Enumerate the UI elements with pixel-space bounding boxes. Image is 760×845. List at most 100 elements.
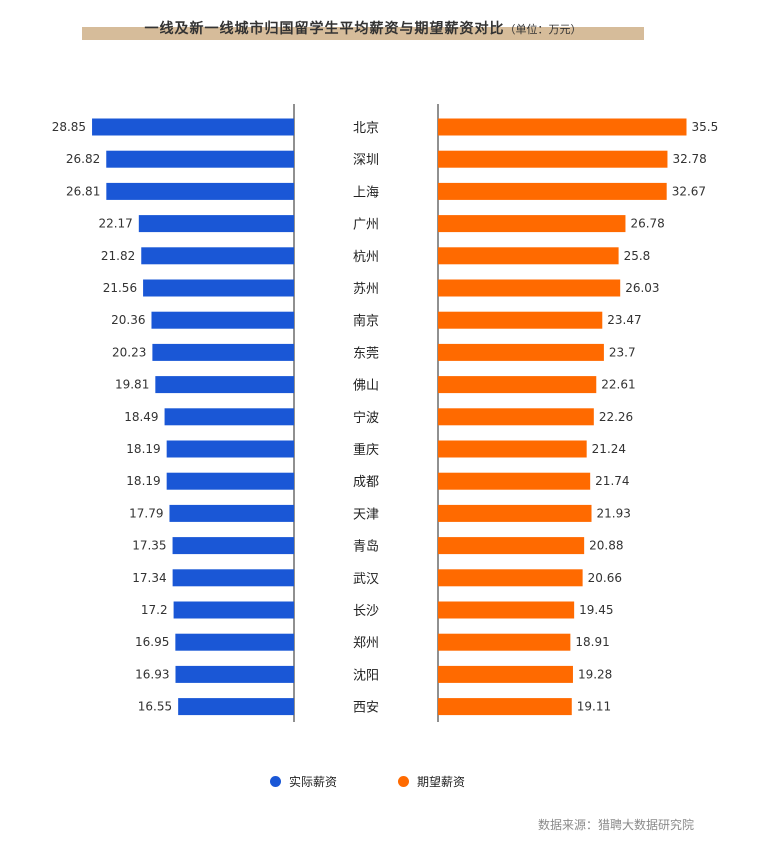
bar-expected-9 bbox=[438, 408, 594, 426]
bar-expected-6 bbox=[438, 311, 603, 329]
legend-dot-expected bbox=[398, 776, 409, 787]
bar-actual-5 bbox=[143, 279, 294, 297]
data-label-actual-18: 16.55 bbox=[138, 700, 172, 714]
data-label-actual-9: 18.49 bbox=[124, 410, 158, 424]
bar-expected-7 bbox=[438, 343, 604, 361]
bar-actual-17 bbox=[175, 665, 294, 683]
data-label-actual-10: 18.19 bbox=[126, 442, 160, 456]
bar-expected-12 bbox=[438, 504, 592, 522]
title-underline bbox=[82, 27, 644, 40]
bar-actual-13 bbox=[172, 537, 294, 555]
bar-actual-4 bbox=[141, 247, 294, 265]
bar-expected-5 bbox=[438, 279, 621, 297]
bar-expected-15 bbox=[438, 601, 575, 619]
category-label-2: 上海 bbox=[353, 185, 379, 200]
data-label-expected-15: 19.45 bbox=[579, 603, 613, 617]
data-label-expected-1: 32.78 bbox=[672, 152, 706, 166]
data-label-actual-8: 19.81 bbox=[115, 378, 149, 392]
category-label-17: 沈阳 bbox=[353, 668, 379, 683]
bar-actual-8 bbox=[155, 376, 294, 394]
data-label-expected-4: 25.8 bbox=[624, 249, 651, 263]
data-label-actual-2: 26.81 bbox=[66, 184, 100, 198]
bar-expected-14 bbox=[438, 569, 583, 587]
category-label-4: 杭州 bbox=[353, 250, 379, 265]
data-label-expected-0: 35.5 bbox=[692, 120, 719, 134]
legend-label-expected: 期望薪资 bbox=[417, 775, 466, 789]
legend-item-actual: 实际薪资 bbox=[270, 773, 337, 790]
bar-actual-11 bbox=[166, 472, 294, 490]
data-label-expected-13: 20.88 bbox=[589, 539, 623, 553]
category-label-1: 深圳 bbox=[353, 153, 379, 168]
bar-expected-1 bbox=[438, 150, 668, 168]
category-label-6: 南京 bbox=[353, 313, 379, 329]
bar-expected-8 bbox=[438, 376, 597, 394]
data-label-expected-7: 23.7 bbox=[609, 345, 636, 359]
category-label-13: 青岛 bbox=[353, 539, 379, 555]
bar-expected-13 bbox=[438, 537, 585, 555]
data-label-actual-4: 21.82 bbox=[101, 249, 135, 263]
data-label-expected-12: 21.93 bbox=[597, 506, 631, 520]
data-label-actual-1: 26.82 bbox=[66, 152, 100, 166]
data-label-expected-17: 19.28 bbox=[578, 667, 612, 681]
bar-actual-3 bbox=[138, 215, 294, 233]
data-label-actual-17: 16.93 bbox=[135, 667, 169, 681]
data-label-actual-6: 20.36 bbox=[111, 313, 145, 327]
data-label-actual-7: 20.23 bbox=[112, 345, 146, 359]
category-label-10: 重庆 bbox=[353, 442, 379, 458]
data-label-actual-12: 17.79 bbox=[129, 506, 163, 520]
data-source: 数据来源：猎聘大数据研究院 bbox=[537, 818, 694, 832]
data-label-expected-16: 18.91 bbox=[575, 635, 609, 649]
bar-actual-18 bbox=[178, 698, 294, 716]
bar-actual-12 bbox=[169, 504, 294, 522]
bar-expected-3 bbox=[438, 215, 626, 233]
bar-expected-10 bbox=[438, 440, 587, 458]
data-label-actual-11: 18.19 bbox=[126, 474, 160, 488]
category-label-0: 北京 bbox=[353, 121, 379, 136]
data-label-actual-0: 28.85 bbox=[52, 120, 86, 134]
data-label-expected-2: 32.67 bbox=[672, 184, 706, 198]
bar-actual-9 bbox=[164, 408, 294, 426]
data-label-actual-16: 16.95 bbox=[135, 635, 169, 649]
category-label-15: 长沙 bbox=[353, 604, 379, 619]
chart-title-unit: （单位：万元） bbox=[504, 23, 582, 36]
chart-title: 一线及新一线城市归国留学生平均薪资与期望薪资对比（单位：万元） bbox=[82, 18, 644, 38]
legend-item-expected: 期望薪资 bbox=[398, 773, 465, 790]
category-label-8: 佛山 bbox=[353, 379, 379, 394]
category-label-12: 天津 bbox=[353, 507, 379, 522]
category-label-3: 广州 bbox=[353, 218, 379, 233]
bar-actual-10 bbox=[166, 440, 294, 458]
data-label-expected-6: 23.47 bbox=[607, 313, 641, 327]
data-label-expected-3: 26.78 bbox=[630, 217, 664, 231]
data-label-actual-14: 17.34 bbox=[132, 571, 166, 585]
bar-actual-1 bbox=[106, 150, 294, 168]
bar-actual-6 bbox=[151, 311, 294, 329]
category-label-11: 成都 bbox=[353, 475, 379, 490]
category-label-9: 宁波 bbox=[353, 410, 379, 426]
bar-actual-15 bbox=[173, 601, 294, 619]
chart-title-text: 一线及新一线城市归国留学生平均薪资与期望薪资对比 bbox=[144, 21, 505, 37]
bar-expected-2 bbox=[438, 182, 667, 200]
bar-expected-16 bbox=[438, 633, 571, 651]
data-label-expected-11: 21.74 bbox=[595, 474, 629, 488]
category-label-5: 苏州 bbox=[353, 281, 379, 297]
data-label-expected-9: 22.26 bbox=[599, 410, 633, 424]
data-label-actual-5: 21.56 bbox=[103, 281, 137, 295]
category-label-16: 郑州 bbox=[353, 636, 379, 651]
bar-actual-2 bbox=[106, 182, 294, 200]
data-label-actual-13: 17.35 bbox=[132, 539, 166, 553]
data-label-expected-5: 26.03 bbox=[625, 281, 659, 295]
bar-expected-4 bbox=[438, 247, 619, 265]
data-label-expected-8: 22.61 bbox=[601, 378, 635, 392]
data-label-actual-3: 22.17 bbox=[98, 217, 132, 231]
bar-actual-16 bbox=[175, 633, 294, 651]
bar-actual-0 bbox=[92, 118, 294, 136]
bar-expected-0 bbox=[438, 118, 687, 136]
category-label-7: 东莞 bbox=[353, 346, 379, 361]
data-label-expected-10: 21.24 bbox=[592, 442, 626, 456]
legend-dot-actual bbox=[270, 776, 281, 787]
category-label-18: 西安 bbox=[353, 701, 379, 716]
bar-actual-14 bbox=[172, 569, 294, 587]
legend-label-actual: 实际薪资 bbox=[289, 775, 338, 789]
bar-actual-7 bbox=[152, 343, 294, 361]
